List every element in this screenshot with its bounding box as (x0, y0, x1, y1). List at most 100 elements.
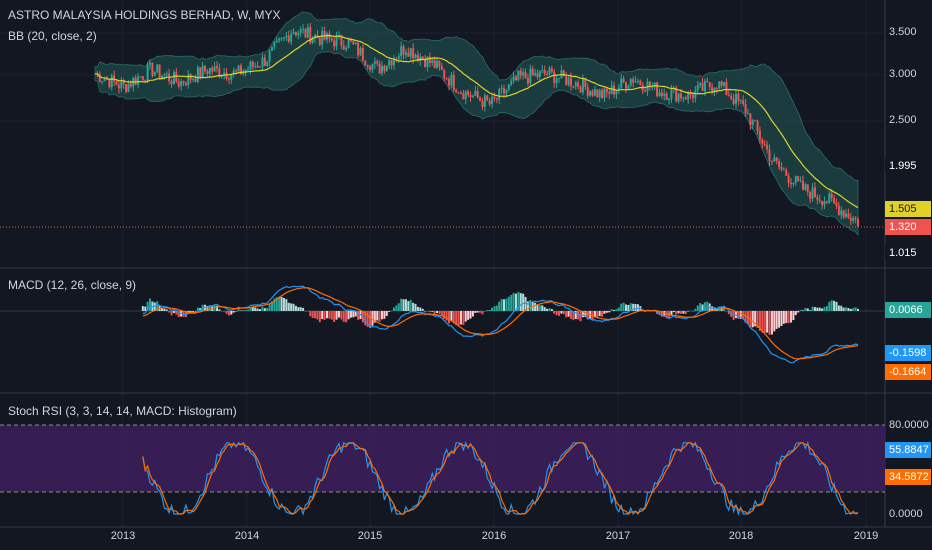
chart-title: ASTRO MALAYSIA HOLDINGS BERHAD, W, MYX (8, 8, 281, 22)
candle-body (390, 60, 393, 66)
macd-histogram-bar (761, 311, 764, 333)
candle-body (687, 92, 690, 100)
macd-histogram-bar (206, 306, 209, 311)
macd-histogram-bar (617, 307, 620, 311)
candle-body (586, 86, 589, 96)
year-label-2017: 2017 (605, 530, 631, 542)
candle-body (505, 89, 508, 94)
macd-histogram-bar (218, 309, 221, 311)
macd-histogram-bar (514, 293, 517, 311)
macd-histogram-bar (601, 311, 604, 317)
candle-body (821, 200, 824, 206)
candle-body (402, 46, 405, 55)
macd-histogram-bar (560, 311, 563, 314)
macd-histogram-bar (381, 311, 384, 320)
candle-body (565, 76, 568, 86)
candle-body (481, 100, 484, 107)
macd-histogram-bar (407, 301, 410, 311)
macd-histogram-bar (629, 303, 632, 311)
macd-histogram-bar (438, 311, 441, 314)
year-label-2016: 2016 (481, 530, 507, 542)
candle-body (438, 60, 441, 67)
macd-histogram-bar (481, 311, 484, 315)
candle-body (727, 95, 730, 97)
macd-histogram-bar (455, 311, 458, 326)
candle-body (596, 89, 599, 97)
candle-body (376, 61, 379, 64)
macd-histogram-bar (170, 311, 173, 316)
bollinger-band (94, 11, 859, 237)
candle-body (818, 199, 821, 201)
macd-histogram-bar (519, 293, 522, 311)
candle-body (522, 72, 525, 76)
candle-body (663, 93, 666, 96)
macd-histogram-bar (184, 311, 187, 318)
macd-histogram-bar (811, 306, 814, 311)
macd-histogram-bar (156, 301, 159, 311)
macd-histogram-bar (766, 311, 769, 333)
macd-histogram-bar (830, 300, 833, 311)
candle-body (617, 87, 620, 91)
candle-body (268, 50, 271, 62)
candle-body (830, 193, 833, 198)
year-label-2018: 2018 (728, 530, 754, 542)
candle-body (383, 65, 386, 72)
candle-body (326, 33, 329, 40)
macd-histogram-bar (244, 309, 247, 311)
macd-histogram-bar (842, 307, 845, 311)
candle-body (287, 35, 290, 42)
macd-histogram-bar (660, 311, 663, 317)
macd-histogram-bar (421, 308, 424, 311)
macd-histogram-bar (287, 302, 290, 311)
candle-body (349, 39, 352, 42)
candle-body (165, 73, 168, 75)
macd-histogram-bar (565, 311, 568, 318)
candle-body (787, 175, 790, 183)
bb-indicator-label: BB (20, close, 2) (8, 29, 97, 43)
candle-body (467, 91, 470, 95)
macd-histogram-bar (778, 311, 781, 328)
high-marker-tag: 1.995 (885, 158, 931, 174)
macd-histogram-bar (804, 307, 807, 311)
macd-histogram-tag: 0.0066 (885, 302, 931, 318)
macd-histogram-bar (409, 299, 412, 311)
candle-body (711, 87, 714, 92)
candle-body (579, 86, 582, 93)
candle-body (495, 98, 498, 100)
macd-histogram-bar (215, 305, 218, 311)
candle-body (809, 192, 812, 199)
candle-body (144, 79, 147, 81)
macd-histogram-bar (330, 311, 333, 320)
candle-body (261, 57, 264, 67)
candle-body (847, 213, 850, 218)
macd-histogram-bar (613, 310, 616, 311)
candle-body (780, 166, 783, 170)
macd-histogram-bar (309, 311, 312, 317)
stoch-band (0, 425, 885, 492)
candle-body (464, 91, 467, 100)
macd-histogram-bar (701, 304, 704, 311)
macd-histogram-bar (522, 293, 525, 311)
candle-body (768, 149, 771, 161)
candle-body (388, 60, 391, 66)
candle-body (811, 187, 814, 199)
price-tick-3000: 3.000 (889, 68, 917, 80)
candle-body (512, 76, 515, 81)
macd-histogram-bar (261, 306, 264, 311)
candle-body (572, 86, 575, 88)
candle-body (763, 144, 766, 146)
macd-histogram-bar (345, 311, 348, 323)
macd-histogram-bar (770, 311, 773, 335)
candle-body (98, 73, 101, 83)
macd-histogram-bar (713, 307, 716, 311)
candle-body (474, 90, 477, 96)
macd-histogram-bar (758, 311, 761, 331)
macd-histogram-bar (192, 311, 195, 312)
macd-histogram-bar (462, 311, 465, 326)
candle-body (675, 87, 678, 102)
candle-body (813, 187, 816, 198)
candle-body (546, 74, 549, 76)
candle-body (409, 48, 412, 57)
candle-body (180, 81, 183, 87)
